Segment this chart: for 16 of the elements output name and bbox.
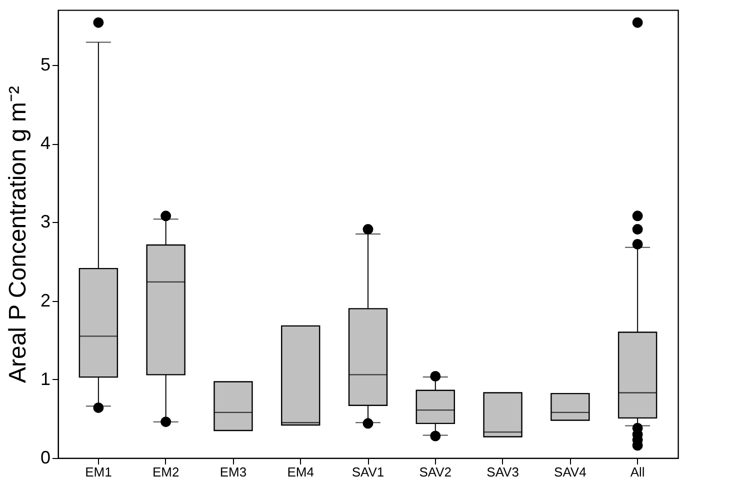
x-tick-label: SAV2 <box>419 464 452 480</box>
y-tick-label: 0 <box>40 448 50 468</box>
x-tick-label: SAV4 <box>554 464 586 480</box>
x-tick-label: EM1 <box>85 464 112 480</box>
x-tick-label: SAV3 <box>486 464 519 480</box>
x-tick-label: EM3 <box>220 464 247 480</box>
x-tick-label: SAV1 <box>352 464 384 480</box>
x-tick-label: EM4 <box>287 464 314 480</box>
x-tick-label: All <box>630 464 645 480</box>
y-axis-title: Areal P Concentration g m⁻² <box>4 86 32 384</box>
y-tick-label: 4 <box>40 133 50 154</box>
y-tick-label: 5 <box>40 54 50 75</box>
x-tick-label: EM2 <box>152 464 180 480</box>
y-tick-label: 1 <box>40 368 50 389</box>
y-tick-label: 2 <box>40 290 50 310</box>
y-tick-label: 3 <box>40 212 50 232</box>
